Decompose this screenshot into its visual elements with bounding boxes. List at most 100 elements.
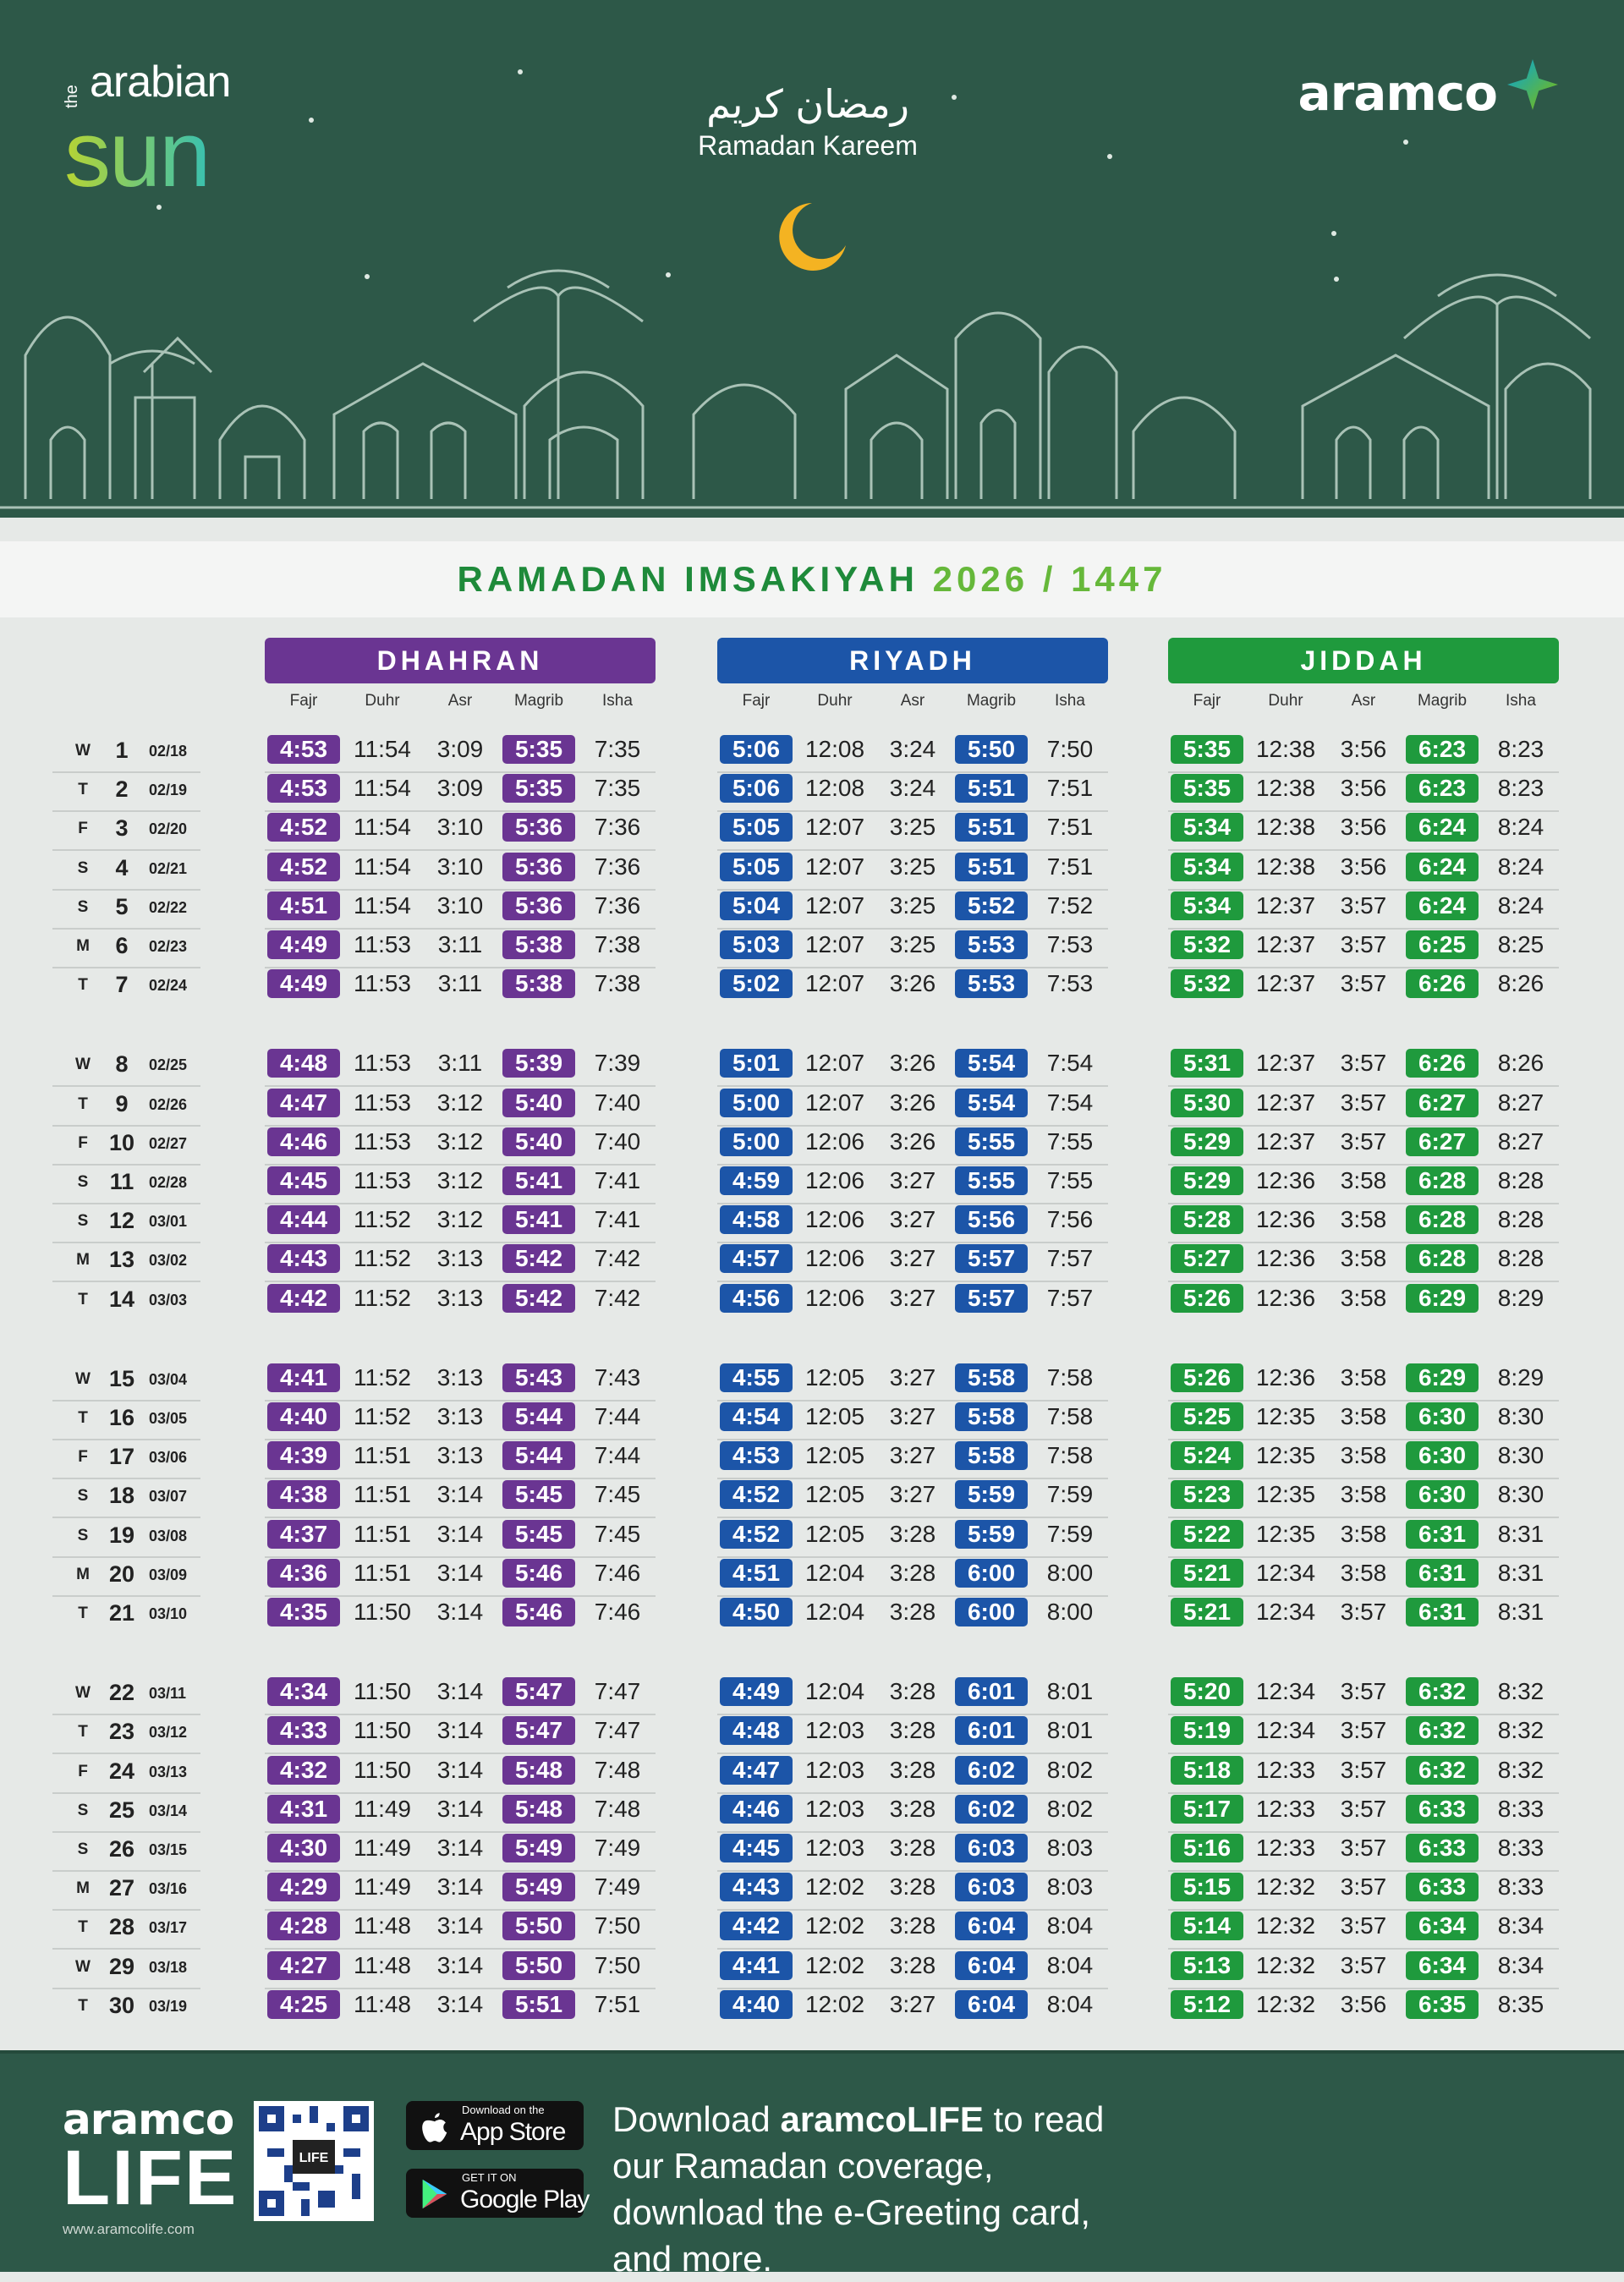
column-header: Fajr [289,692,318,710]
day-number: 2 [115,776,129,803]
weekday: T [78,781,88,799]
row-divider [717,1399,1108,1402]
column-header: Magrib [513,692,564,710]
time-asr: 3:27 [889,1481,936,1508]
row-divider [52,1830,200,1833]
day-number: 23 [108,1719,135,1745]
time-magrib: 5:45 [502,1519,575,1549]
time-fajr: 4:25 [267,1989,340,2019]
title-year: 2026 / 1447 [932,559,1167,599]
time-duhr: 12:36 [1255,1206,1316,1233]
time-duhr: 12:36 [1255,1363,1316,1391]
google-play-icon [422,2179,447,2209]
time-magrib: 5:50 [502,1950,575,1980]
page-title: RAMADAN IMSAKIYAH 2026 / 1447 [0,541,1624,617]
time-isha: 7:47 [594,1678,641,1705]
weekday: W [75,1684,91,1703]
row-divider [52,1399,200,1402]
time-asr: 3:25 [889,853,936,880]
table-row: T 14 03/03 4:42 11:52 3:13 5:42 7:42 4:56 12:06 3:… [0,1281,1624,1319]
row-divider [52,1203,200,1204]
time-asr: 3:27 [889,1442,936,1469]
row-divider [717,1203,1108,1204]
weekday: W [75,1957,91,1976]
time-isha: 7:39 [594,1050,641,1077]
time-asr: 3:58 [1340,1206,1387,1233]
gregorian-date: 02/20 [149,820,188,838]
row-divider [717,1870,1108,1872]
logo-arabian: arabian [90,58,231,107]
time-magrib: 5:55 [955,1127,1028,1156]
day-number: 15 [108,1365,135,1391]
footer-message: Download aramcoLIFE to read our Ramadan … [612,2096,1154,2282]
time-fajr: 4:44 [267,1205,340,1235]
time-duhr: 12:36 [1255,1167,1316,1193]
time-fajr: 5:15 [1171,1873,1243,1902]
column-header: Asr [900,692,925,710]
time-asr: 3:14 [436,1990,484,2017]
time-magrib: 5:40 [502,1088,575,1117]
time-asr: 3:28 [889,1599,936,1625]
day-number: 10 [108,1129,135,1155]
day-number: 17 [108,1444,135,1470]
weekday: F [78,820,88,838]
website-link[interactable]: www.aramcolife.com [63,2221,195,2237]
row-divider [1168,1870,1559,1872]
time-magrib: 5:44 [502,1441,575,1471]
apple-icon [422,2113,447,2142]
time-fajr: 4:40 [720,1989,793,2019]
time-fajr: 4:58 [720,1205,793,1235]
row-divider [52,888,200,891]
time-fajr: 5:34 [1171,813,1243,842]
time-isha: 7:51 [1046,853,1094,880]
time-isha: 7:38 [594,970,641,997]
weekday: M [76,1565,90,1583]
time-isha: 8:01 [1046,1678,1094,1705]
row-divider [1168,1478,1559,1480]
time-asr: 3:25 [889,891,936,919]
time-isha: 8:31 [1497,1599,1544,1625]
time-isha: 7:42 [594,1284,641,1311]
day-number: 24 [108,1758,135,1784]
gregorian-date: 02/23 [149,938,188,955]
app-store-button[interactable]: Download on the App Store [406,2101,584,2150]
google-play-button[interactable]: GET IT ON Google Play [406,2169,590,2218]
time-duhr: 12:07 [804,1089,865,1116]
time-asr: 3:24 [889,736,936,762]
time-fajr: 4:34 [267,1677,340,1707]
time-asr: 3:27 [889,1284,936,1311]
time-isha: 8:23 [1497,775,1544,802]
time-duhr: 12:32 [1255,1873,1316,1901]
time-isha: 7:36 [594,891,641,919]
time-asr: 3:57 [1340,1835,1387,1861]
time-asr: 3:57 [1340,1089,1387,1116]
time-fajr: 4:52 [720,1519,793,1549]
row-divider [717,1753,1108,1755]
time-duhr: 11:49 [354,1795,411,1822]
time-isha: 8:30 [1497,1403,1544,1429]
table-row: S 11 02/28 4:45 11:53 3:12 5:41 7:41 4:59 12:06 3:… [0,1163,1624,1204]
row-divider [265,1594,656,1597]
time-duhr: 11:54 [354,853,411,880]
time-asr: 3:09 [436,736,484,762]
time-fajr: 5:23 [1171,1480,1243,1510]
time-isha: 8:00 [1046,1599,1094,1625]
time-isha: 8:35 [1497,1990,1544,2017]
city-header-dhahran: DHAHRAN [265,638,656,683]
time-magrib: 6:33 [1406,1794,1479,1824]
time-duhr: 11:53 [354,1050,411,1077]
time-duhr: 11:50 [354,1717,411,1744]
column-header: Isha [1055,692,1085,710]
row-divider [265,1399,656,1402]
app-store-label: App Store [460,2118,566,2146]
row-divider [1168,1163,1559,1166]
time-magrib: 5:42 [502,1244,575,1274]
time-asr: 3:56 [1340,736,1387,762]
time-duhr: 12:35 [1255,1442,1316,1469]
time-isha: 7:49 [594,1835,641,1861]
time-fajr: 5:04 [720,891,793,920]
time-asr: 3:14 [436,1873,484,1901]
row-divider [265,1281,656,1283]
time-duhr: 11:51 [354,1442,411,1469]
row-divider [52,1987,200,1989]
